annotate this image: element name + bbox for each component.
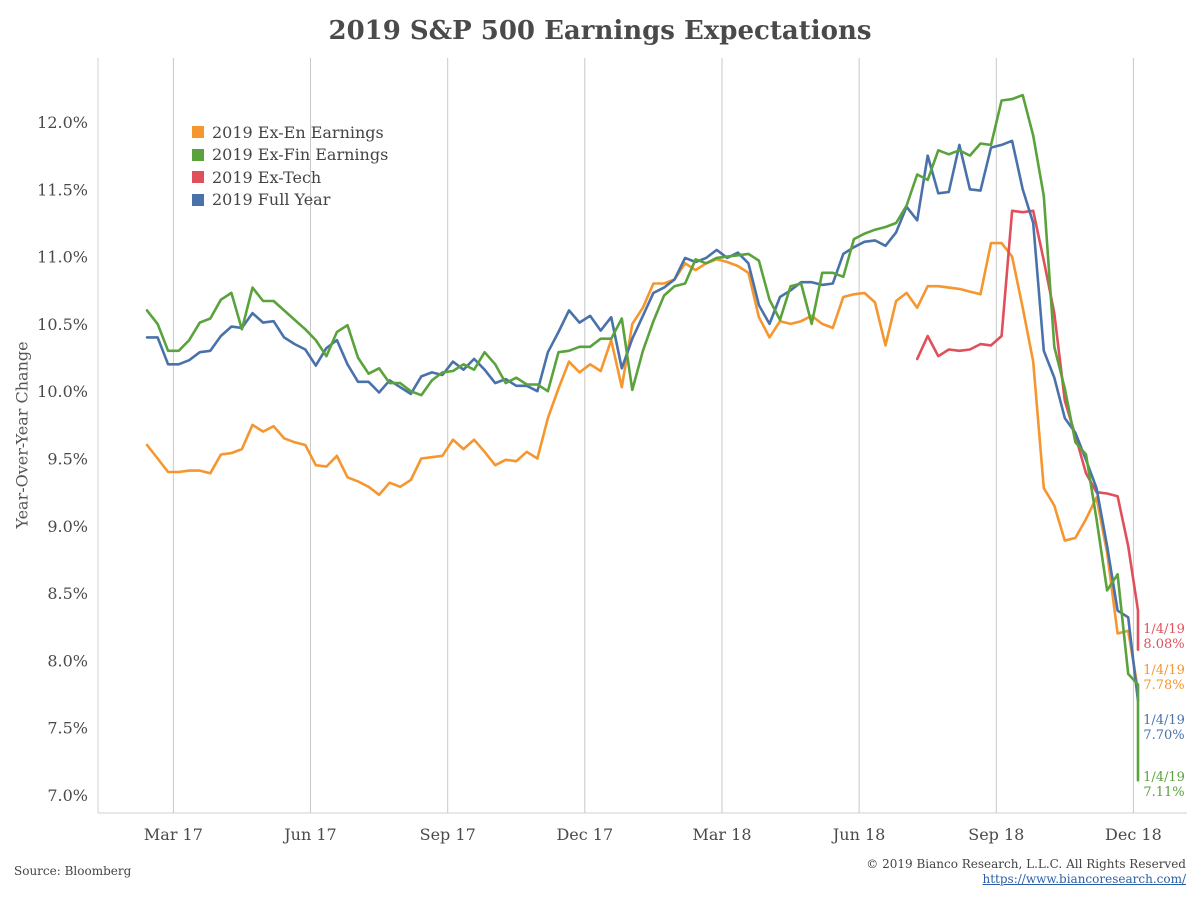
annotation-value: 7.11% [1143, 785, 1184, 800]
legend-swatch-ex-fin [192, 148, 204, 161]
legend-swatch-ex-tech [192, 171, 204, 184]
annotation-date: 1/4/19 [1143, 622, 1185, 637]
source-note: Source: Bloomberg [14, 864, 132, 878]
y-tick-label: 7.5% [47, 719, 88, 738]
annotation-date: 1/4/19 [1143, 770, 1185, 785]
legend-swatch-full-year [192, 193, 204, 206]
legend-item-ex-tech: 2019 Ex-Tech [192, 166, 388, 189]
annotation-date: 1/4/19 [1143, 713, 1185, 728]
x-tick-label: Mar 17 [144, 825, 203, 844]
series-line-2019-ex-en-earnings [145, 241, 1140, 692]
chart-title: 2019 S&P 500 Earnings Expectations [328, 16, 872, 46]
y-tick-label: 9.5% [47, 450, 88, 469]
copyright-block: © 2019 Bianco Research, L.L.C. All Right… [866, 857, 1186, 887]
y-tick-label: 9.0% [47, 517, 88, 536]
website-link[interactable]: https://www.biancoresearch.com/ [982, 872, 1186, 886]
legend-item-full-year: 2019 Full Year [192, 189, 388, 212]
legend-item-ex-fin: 2019 Ex-Fin Earnings [192, 144, 388, 167]
y-tick-label: 11.0% [37, 248, 88, 267]
legend-label-full-year: 2019 Full Year [212, 190, 331, 210]
x-tick-label: Sep 18 [968, 825, 1024, 844]
legend: 2019 Ex-En Earnings 2019 Ex-Fin Earnings… [192, 121, 388, 211]
legend-label-ex-tech: 2019 Ex-Tech [212, 167, 322, 187]
x-tick-label: Jun 17 [282, 825, 336, 844]
y-tick-label: 7.0% [47, 786, 88, 805]
y-tick-label: 10.0% [37, 382, 88, 401]
series-line-2019-ex-tech [915, 209, 1140, 651]
legend-label-ex-fin: 2019 Ex-Fin Earnings [212, 145, 389, 165]
x-tick-label: Sep 17 [420, 825, 476, 844]
x-tick-label: Dec 17 [556, 825, 613, 844]
legend-swatch-ex-en [192, 126, 204, 139]
legend-label-ex-en: 2019 Ex-En Earnings [212, 122, 384, 142]
y-tick-label: 8.5% [47, 584, 88, 603]
x-tick-label: Jun 18 [831, 825, 885, 844]
y-tick-label: 10.5% [37, 315, 88, 334]
annotation-date: 1/4/19 [1143, 663, 1185, 678]
x-tick-label: Dec 18 [1105, 825, 1162, 844]
copyright-text: © 2019 Bianco Research, L.L.C. All Right… [866, 857, 1186, 871]
annotation-value: 7.70% [1143, 728, 1184, 743]
x-tick-label: Mar 18 [692, 825, 751, 844]
annotation-value: 7.78% [1143, 678, 1184, 693]
y-tick-label: 8.0% [47, 651, 88, 670]
legend-item-ex-en: 2019 Ex-En Earnings [192, 121, 388, 144]
y-tick-label: 11.5% [37, 180, 88, 199]
y-tick-label: 12.0% [37, 113, 88, 132]
series-line-2019-full-year [145, 139, 1140, 703]
annotation-value: 8.08% [1143, 637, 1184, 652]
series-line-2019-ex-fin-earnings [145, 93, 1140, 782]
